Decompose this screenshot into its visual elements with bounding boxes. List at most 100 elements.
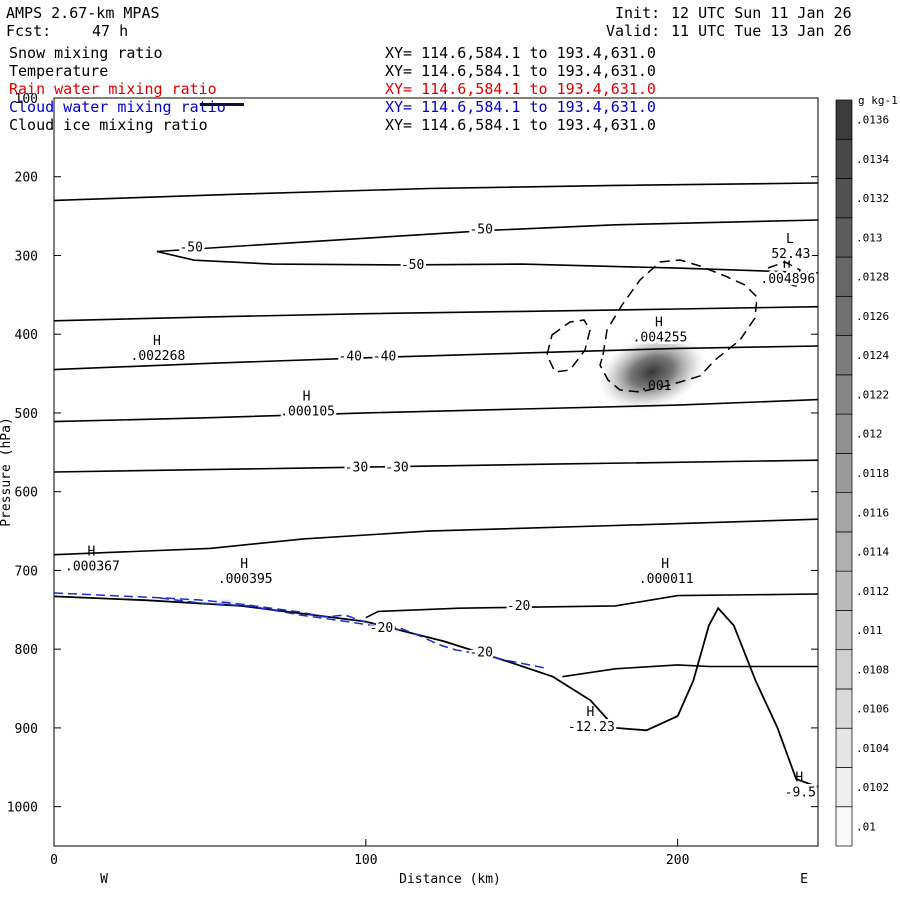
colorbar-swatch [835,99,853,140]
colorbar-swatch [835,806,853,847]
colorbar-swatch [835,374,853,415]
colorbar-level-label: .01 [856,820,876,833]
y-tick-label: 100 [15,92,38,107]
colorbar-swatch [835,138,853,179]
temperature-label: -20 [370,621,393,636]
colorbar-swatch [835,453,853,493]
colorbar-level-label: .0126 [856,310,889,323]
snow-contour-side [546,319,591,373]
y-tick-label: 600 [15,486,38,501]
extremum-value: .000367 [65,559,120,574]
init-value: 12 UTC Sun 11 Jan 26 [671,4,852,22]
temperature-label: -40 [339,349,362,364]
y-tick-label: 500 [15,407,38,422]
colorbar-level-label: .0124 [856,349,889,362]
colorbar-swatch [835,767,853,808]
plot-frame [53,97,819,847]
field-name-3: Cloud water mixing ratio [9,98,226,116]
extremum-marker: H [586,705,594,720]
y-tick-label: 300 [15,249,38,264]
x-tick-label: 0 [50,853,58,868]
temperature-contour-8 [365,593,818,619]
field-xy-0: XY= 114.6,584.1 to 193.4,631.0 [385,44,656,62]
y-tick-label: 200 [15,171,38,186]
colorbar-level-label: .0118 [856,467,889,480]
extremum-marker: H [661,557,669,572]
colorbar-swatch [835,492,853,533]
field-name-1: Temperature [9,62,109,80]
colorbar-level-label: .0122 [856,388,889,401]
temperature-label: -50 [401,258,424,273]
x-tick-label: 100 [354,853,377,868]
temperature-contour-9 [562,664,818,678]
y-tick-label: 900 [15,722,38,737]
colorbar-unit: g kg-1 [858,94,898,107]
extremum-marker: H [655,315,663,330]
field-xy-2: XY= 114.6,584.1 to 193.4,631.0 [385,80,656,98]
extremum-marker: H [303,389,311,404]
extremum-marker: H [88,544,96,559]
x-tick-label: 200 [666,853,689,868]
colorbar-level-label: .0106 [856,703,889,716]
valid-label: Valid: [606,22,661,40]
temperature-label: -20 [507,599,530,614]
snow-contour-main [599,259,758,393]
colorbar-swatch [835,727,853,768]
init-label: Init: [615,4,661,22]
terrain-line [54,595,818,788]
temperature-label: -40 [373,349,396,364]
snow-contour-corner [767,261,801,287]
extremum-marker: H [783,257,791,272]
snow-shading-max [598,333,706,411]
extremum-value: .000105 [280,404,335,419]
extremum-value: .004896 [760,272,815,287]
extremum-marker: H [240,557,248,572]
colorbar-swatch [835,570,853,611]
temperature-contour-1 [156,219,818,253]
colorbar-swatch [835,335,853,376]
temperature-label: -50 [179,241,202,256]
field-xy-4: XY= 114.6,584.1 to 193.4,631.0 [385,116,656,134]
extremum-value: -9.5 [785,785,816,800]
extremum-marker: L [786,232,794,247]
extremum-value: 52.43 [771,247,810,262]
colorbar-level-label: .0136 [856,114,889,127]
colorbar-swatch [835,413,853,454]
temperature-label: -20 [469,645,492,660]
temperature-label: -50 [469,222,492,237]
model-title: AMPS 2.67-km MPAS [6,4,160,22]
temperature-contour-6 [54,459,818,473]
colorbar-level-label: .0116 [856,506,889,519]
colorbar-swatch [835,610,853,651]
cloud-water-contour [54,592,546,669]
colorbar-level-label: .013 [856,231,883,244]
field-name-0: Snow mixing ratio [9,44,163,62]
colorbar-level-label: .012 [856,428,883,441]
valid-value: 11 UTC Tue 13 Jan 26 [671,22,852,40]
colorbar-swatch [835,178,853,219]
colorbar-level-label: .0112 [856,585,889,598]
temperature-label: -30 [345,460,368,475]
fcst-label: Fcst: [6,22,52,40]
extremum-value: .002268 [131,349,186,364]
y-tick-label: 700 [15,564,38,579]
colorbar-level-label: .0102 [856,781,889,794]
temperature-contour-0 [54,182,818,202]
extremum-marker: H [153,334,161,349]
temperature-contour-2 [156,250,818,274]
east-label: E [800,872,808,887]
field-xy-3: XY= 114.6,584.1 to 193.4,631.0 [385,98,656,116]
y-axis-label: Pressure (hPa) [0,417,14,527]
field-name-4: Cloud ice mixing ratio [9,116,208,134]
extremum-marker: H [795,770,803,785]
colorbar-level-label: .0134 [856,153,889,166]
y-tick-label: 1000 [7,801,38,816]
temperature-label: -30 [385,460,408,475]
fcst-value: 47 h [92,22,129,40]
extremum-value: .000395 [218,572,273,587]
colorbar-level-label: .011 [856,624,883,637]
temperature-contour-3 [54,305,818,322]
x-axis-label: Distance (km) [399,872,501,887]
colorbar-swatch [835,531,853,572]
